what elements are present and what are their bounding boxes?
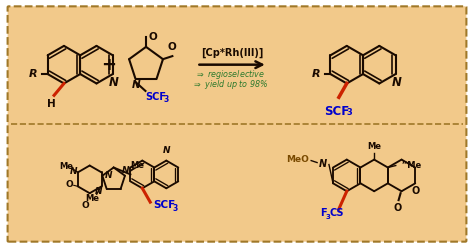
Text: N: N <box>392 76 401 89</box>
Text: F: F <box>320 208 326 218</box>
Text: N: N <box>132 80 141 90</box>
Text: N: N <box>95 187 103 196</box>
Text: SCF: SCF <box>153 200 175 210</box>
FancyBboxPatch shape <box>8 6 466 242</box>
Text: N: N <box>70 167 78 176</box>
Text: 3: 3 <box>347 108 353 117</box>
Text: O: O <box>66 180 73 189</box>
Text: 3: 3 <box>326 214 330 220</box>
Text: O: O <box>82 201 90 210</box>
Text: $\Rightarrow$ yield up to 98%: $\Rightarrow$ yield up to 98% <box>192 78 268 91</box>
Text: Me: Me <box>85 194 99 203</box>
Text: SCF: SCF <box>324 105 349 118</box>
Text: Me: Me <box>59 162 73 171</box>
Text: [Cp*Rh(III)]: [Cp*Rh(III)] <box>201 48 263 58</box>
Text: ’’Me: ’’Me <box>401 161 422 170</box>
Text: O: O <box>149 32 158 42</box>
Text: 3: 3 <box>173 204 178 213</box>
Text: 3: 3 <box>164 95 169 104</box>
Text: N: N <box>109 76 118 89</box>
Text: $\Rightarrow$ regioselective: $\Rightarrow$ regioselective <box>195 68 265 81</box>
Text: R: R <box>29 69 38 79</box>
Text: N: N <box>122 166 130 175</box>
Text: N: N <box>163 146 170 155</box>
Text: R: R <box>312 69 320 79</box>
Text: +: + <box>101 56 116 74</box>
Text: N: N <box>319 158 327 169</box>
Text: O: O <box>393 203 402 213</box>
Text: O: O <box>168 42 177 52</box>
Text: Me: Me <box>130 161 144 170</box>
Text: CS: CS <box>329 208 344 218</box>
Text: N: N <box>104 171 112 180</box>
Text: H: H <box>47 99 55 109</box>
Text: MeO: MeO <box>286 155 309 164</box>
Text: SCF: SCF <box>145 92 166 102</box>
Text: O: O <box>411 186 419 196</box>
Text: Me: Me <box>367 142 381 151</box>
